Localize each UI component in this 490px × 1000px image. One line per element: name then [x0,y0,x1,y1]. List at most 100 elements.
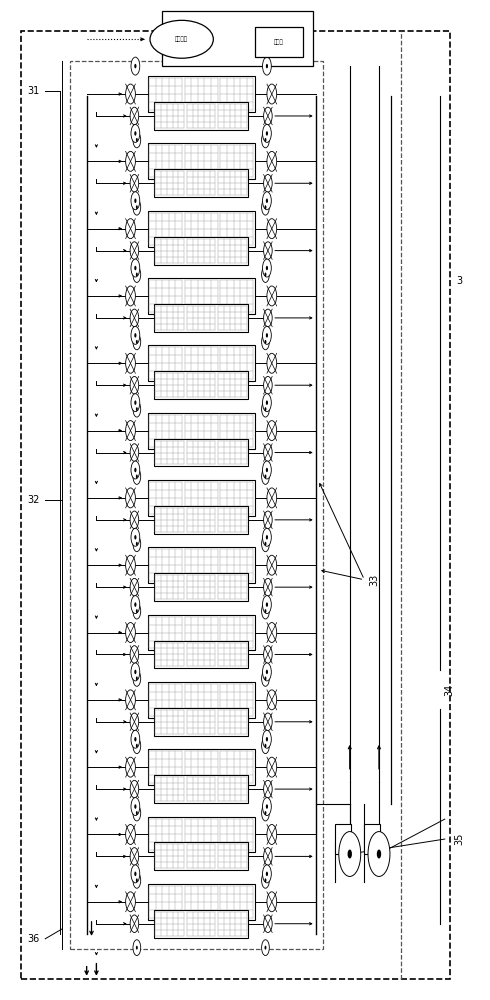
Bar [147,143,255,179]
Circle shape [347,850,352,859]
Circle shape [136,609,138,613]
Circle shape [264,511,272,529]
Bar [147,76,255,112]
Circle shape [131,394,140,412]
Circle shape [265,946,267,950]
Circle shape [133,469,141,484]
Circle shape [125,353,135,373]
Circle shape [265,138,267,142]
Circle shape [266,737,268,741]
Circle shape [131,326,140,344]
Circle shape [267,824,277,844]
Circle shape [262,267,270,282]
Circle shape [263,461,271,479]
Circle shape [134,266,137,270]
Circle shape [125,286,135,306]
Circle shape [262,671,270,686]
Circle shape [264,646,272,663]
Bar [365,824,380,854]
Bar [147,615,255,650]
Circle shape [265,474,267,478]
Bar [70,61,323,949]
Circle shape [264,175,272,192]
Circle shape [130,175,139,192]
Bar [147,884,255,920]
Text: 34: 34 [444,683,455,696]
Bar [154,506,248,534]
Circle shape [264,107,272,125]
Bar [154,304,248,332]
Bar [147,413,255,449]
Circle shape [136,946,138,950]
Circle shape [265,407,267,411]
Circle shape [133,872,141,888]
Bar [21,31,450,979]
Circle shape [136,273,138,277]
Bar [255,27,303,57]
Circle shape [266,468,268,472]
Circle shape [266,333,268,338]
Circle shape [267,353,277,373]
Circle shape [267,690,277,710]
Bar [147,345,255,381]
Circle shape [267,892,277,912]
Circle shape [136,676,138,680]
Circle shape [266,131,268,136]
Text: 36: 36 [27,934,39,944]
Circle shape [130,376,139,394]
Circle shape [130,780,139,798]
Circle shape [265,273,267,277]
Circle shape [134,333,137,338]
Circle shape [133,334,141,350]
Bar [147,682,255,718]
Circle shape [131,730,140,748]
Circle shape [125,824,135,844]
Circle shape [133,671,141,686]
Circle shape [131,57,140,75]
Circle shape [265,609,267,613]
Circle shape [263,798,271,816]
Circle shape [263,326,271,344]
Circle shape [130,646,139,663]
Circle shape [130,848,139,865]
Circle shape [125,623,135,643]
Circle shape [136,205,138,209]
Circle shape [265,205,267,209]
Circle shape [264,780,272,798]
Circle shape [130,713,139,731]
Circle shape [266,872,268,876]
Circle shape [130,242,139,259]
Text: 渗漏气管: 渗漏气管 [175,36,188,42]
Circle shape [133,940,141,956]
Bar [154,775,248,803]
Circle shape [134,872,137,876]
Bar [335,824,351,854]
Circle shape [266,400,268,405]
Bar [154,371,248,399]
Ellipse shape [150,20,213,58]
Circle shape [131,192,140,210]
Bar [154,910,248,938]
Circle shape [263,730,271,748]
Text: 制燃机: 制燃机 [274,39,284,45]
Circle shape [267,219,277,239]
Circle shape [133,536,141,552]
Bar [154,439,248,466]
Circle shape [263,865,271,883]
Circle shape [263,124,271,142]
Circle shape [133,267,141,282]
Circle shape [125,555,135,575]
Circle shape [262,940,270,956]
Circle shape [264,242,272,259]
Circle shape [266,804,268,809]
Circle shape [130,309,139,327]
Circle shape [262,872,270,888]
Text: 33: 33 [369,574,379,586]
Circle shape [134,64,137,68]
Bar [154,842,248,870]
Circle shape [264,376,272,394]
Circle shape [264,309,272,327]
Circle shape [131,461,140,479]
Circle shape [267,757,277,777]
Circle shape [368,832,390,876]
